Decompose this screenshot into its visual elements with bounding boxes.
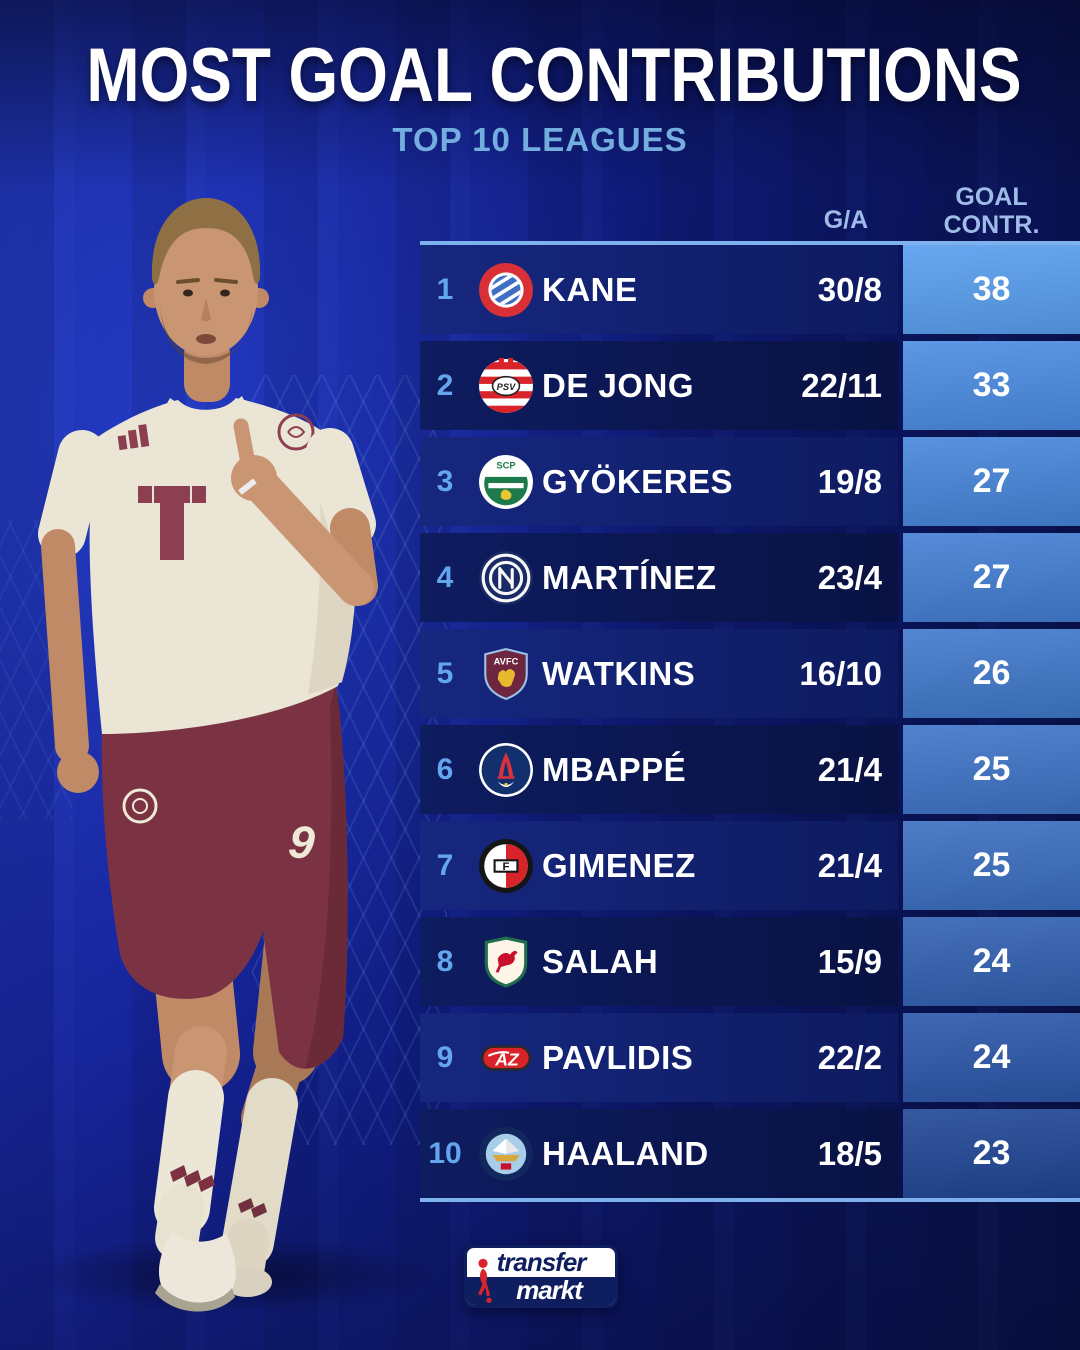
goals-assists-value: 23/4 (817, 558, 882, 596)
player-name: KANE (542, 270, 638, 308)
row-main: 10 HAALAND 18/5 (420, 1109, 898, 1198)
player-name: SALAH (542, 942, 659, 980)
goals-assists-value: 18/5 (817, 1134, 882, 1172)
row-main: 1 KANE 30/8 (420, 245, 898, 334)
table-row: 7 F GIMENEZ 21/4 25 (420, 821, 1080, 910)
table-row: 10 HAALAND 18/5 23 (420, 1109, 1080, 1198)
az-alkmaar-badge-icon: AZ (470, 1030, 542, 1086)
row-main: 3 SCP GYÖKERES 19/8 (420, 437, 898, 526)
row-main: 6 MBAPPÉ 21/4 (420, 725, 898, 814)
column-header-goal-contr-line2: CONTR. (943, 211, 1040, 239)
player-name: DE JONG (542, 366, 695, 404)
player-name: WATKINS (542, 654, 696, 692)
goal-contributions-value: 33 (903, 341, 1080, 430)
table-column-headers: G/A GOAL CONTR. (420, 183, 1080, 241)
player-name: MBAPPÉ (542, 750, 687, 788)
goals-assists-value: 22/2 (817, 1038, 882, 1076)
svg-text:9: 9 (286, 815, 317, 869)
goal-contributions-value: 38 (903, 245, 1080, 334)
rank-label: 2 (436, 368, 454, 402)
rank-label: 10 (428, 1136, 462, 1170)
row-main: 9 AZ PAVLIDIS 22/2 (420, 1013, 898, 1102)
player-illustration-icon: 9 (38, 198, 378, 1312)
column-header-ga: G/A (823, 206, 869, 234)
rank-label: 5 (436, 656, 454, 690)
transfermarkt-player-icon (478, 1258, 492, 1303)
feyenoord-badge-icon: F (470, 838, 542, 894)
rank-label: 1 (436, 272, 454, 306)
column-header-goal-contr-line1: GOAL (955, 183, 1028, 211)
row-main: 2 PSV DE JONG 22/11 (420, 341, 898, 430)
column-header-goal-contr: GOAL CONTR. (903, 183, 1080, 239)
goal-contributions-value: 24 (903, 917, 1080, 1006)
rank-label: 4 (436, 560, 454, 594)
table-row: 4 MARTÍNEZ 23/4 27 (420, 533, 1080, 622)
table-row: 5 AVFC WATKINS 16/10 26 (420, 629, 1080, 718)
bayern-munich-badge-icon (470, 262, 542, 318)
goal-contributions-value: 26 (903, 629, 1080, 718)
svg-text:PSV: PSV (497, 382, 516, 392)
page-title: MOST GOAL CONTRIBUTIONS (86, 33, 1022, 118)
psv-eindhoven-badge-icon: PSV (470, 357, 542, 414)
table-row: 3 SCP GYÖKERES 19/8 27 (420, 437, 1080, 526)
player-name: GYÖKERES (542, 462, 734, 500)
player-name: PAVLIDIS (542, 1038, 694, 1076)
goals-assists-value: 16/10 (799, 654, 882, 692)
row-main: 7 F GIMENEZ 21/4 (420, 821, 898, 910)
player-name: HAALAND (542, 1134, 709, 1172)
goal-contributions-value: 27 (903, 437, 1080, 526)
table-row: 9 AZ PAVLIDIS 22/2 24 (420, 1013, 1080, 1102)
table-row: 1 KANE 30/8 38 (420, 245, 1080, 334)
table-row: 2 PSV DE JONG 22/11 33 (420, 341, 1080, 430)
table-row: 6 MBAPPÉ 21/4 25 (420, 725, 1080, 814)
rank-label: 9 (436, 1040, 454, 1074)
svg-text:AZ: AZ (494, 1049, 520, 1069)
row-main: 8 SALAH 15/9 (420, 917, 898, 1006)
goals-assists-value: 15/9 (817, 942, 882, 980)
aston-villa-badge-icon: AVFC (470, 646, 542, 702)
rank-label: 6 (436, 752, 454, 786)
row-main: 5 AVFC WATKINS 16/10 (420, 629, 898, 718)
table-row: 8 SALAH 15/9 24 (420, 917, 1080, 1006)
manchester-city-badge-icon (470, 1126, 542, 1182)
player-name: GIMENEZ (542, 846, 696, 884)
svg-text:F: F (503, 861, 510, 873)
goals-assists-value: 22/11 (801, 366, 882, 404)
row-main: 4 MARTÍNEZ 23/4 (420, 533, 898, 622)
goal-contributions-value: 24 (903, 1013, 1080, 1102)
psg-badge-icon (470, 742, 542, 798)
inter-milan-badge-icon (470, 550, 542, 606)
goal-contributions-value: 25 (903, 725, 1080, 814)
player-name: MARTÍNEZ (542, 558, 717, 596)
goal-contributions-value: 25 (903, 821, 1080, 910)
goal-contributions-value: 23 (903, 1109, 1080, 1198)
goal-contributions-value: 27 (903, 533, 1080, 622)
transfermarkt-logo: transfer markt (464, 1245, 618, 1308)
liverpool-badge-icon (470, 934, 542, 990)
rank-label: 7 (436, 848, 454, 882)
goals-assists-value: 21/4 (817, 750, 882, 788)
svg-text:AVFC: AVFC (494, 656, 519, 666)
rank-label: 3 (436, 464, 454, 498)
goals-assists-value: 19/8 (817, 462, 882, 500)
ranking-table: G/A GOAL CONTR. 1 KANE 30/8 38 2 PSV DE JONG 22… (420, 183, 1080, 1202)
goals-assists-value: 30/8 (817, 270, 882, 308)
transfermarkt-logo-line1: transfer (496, 1246, 587, 1277)
goals-assists-value: 21/4 (817, 846, 882, 884)
player-photo: 9 (0, 186, 440, 1350)
sporting-cp-badge-icon: SCP (470, 454, 542, 510)
svg-text:SCP: SCP (496, 460, 515, 470)
table-rows: 1 KANE 30/8 38 2 PSV DE JONG 22/11 33 3 SCP GYÖKERE… (420, 241, 1080, 1202)
rank-label: 8 (436, 944, 454, 978)
page-subtitle: TOP 10 LEAGUES (392, 121, 688, 158)
